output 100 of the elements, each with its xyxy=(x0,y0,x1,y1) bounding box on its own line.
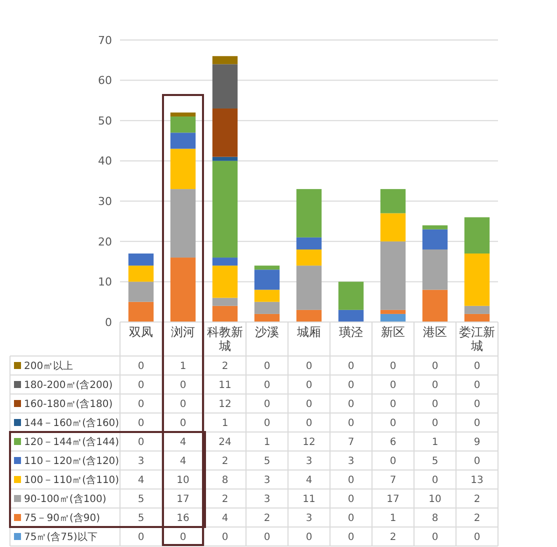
data-label: 1 xyxy=(432,437,438,448)
bar xyxy=(464,254,490,306)
bar xyxy=(212,64,238,108)
data-label: 0 xyxy=(138,361,144,372)
data-label: 0 xyxy=(180,399,186,410)
legend-label: 90-100㎡(含100) xyxy=(24,493,106,505)
bar xyxy=(296,266,322,310)
y-tick-label: 10 xyxy=(98,276,112,289)
y-tick-label: 50 xyxy=(98,114,112,128)
bar xyxy=(254,266,280,270)
data-label: 0 xyxy=(180,380,186,391)
data-label: 0 xyxy=(474,456,480,467)
data-label: 10 xyxy=(428,494,442,505)
data-label: 3 xyxy=(264,494,270,505)
data-label: 3 xyxy=(306,456,312,467)
legend-label: 120－144㎡(含144) xyxy=(24,436,120,448)
data-label: 0 xyxy=(348,475,354,486)
data-label: 1 xyxy=(264,437,270,448)
legend-label: 160-180㎡(含180) xyxy=(24,398,113,410)
legend-label: 110－120㎡(含120) xyxy=(24,455,120,467)
data-label: 1 xyxy=(180,361,186,372)
data-label: 17 xyxy=(176,494,190,505)
data-label: 0 xyxy=(348,361,354,372)
bar xyxy=(464,217,490,254)
data-label: 0 xyxy=(180,418,186,429)
data-label: 0 xyxy=(264,418,270,429)
data-label: 13 xyxy=(470,475,484,486)
data-label: 3 xyxy=(306,513,312,524)
y-tick-label: 70 xyxy=(98,34,112,47)
bar xyxy=(254,290,280,302)
data-label: 0 xyxy=(348,532,354,543)
data-label: 0 xyxy=(264,380,270,391)
bar xyxy=(170,112,196,117)
x-tick-label: 璜泾 xyxy=(339,325,363,339)
y-tick-label: 0 xyxy=(105,316,112,329)
data-label: 0 xyxy=(264,399,270,410)
bar xyxy=(380,213,406,242)
y-tick-label: 60 xyxy=(98,74,112,88)
data-label: 0 xyxy=(138,380,144,391)
data-label: 7 xyxy=(390,475,396,486)
data-label: 0 xyxy=(390,361,396,372)
data-label: 16 xyxy=(176,513,190,524)
bar xyxy=(212,160,238,258)
data-label: 0 xyxy=(138,418,144,429)
data-label: 0 xyxy=(348,494,354,505)
data-label: 8 xyxy=(432,513,438,524)
data-label: 11 xyxy=(302,494,316,505)
data-label: 6 xyxy=(390,437,396,448)
x-tick-label: 新区 xyxy=(381,325,405,339)
bar xyxy=(212,258,238,266)
bar xyxy=(128,254,154,266)
data-label: 4 xyxy=(306,475,312,486)
bar xyxy=(464,306,490,314)
bar xyxy=(170,258,196,322)
data-label: 0 xyxy=(390,456,396,467)
bar xyxy=(464,314,490,322)
y-tick-label: 30 xyxy=(98,194,112,208)
data-label: 3 xyxy=(264,475,270,486)
bar xyxy=(422,290,448,322)
data-label: 7 xyxy=(348,437,354,448)
bar xyxy=(296,249,322,266)
data-label: 1 xyxy=(222,418,228,429)
data-label: 0 xyxy=(390,380,396,391)
bar xyxy=(128,302,154,322)
bar xyxy=(170,148,196,190)
legend-label: 75㎡(含75)以下 xyxy=(24,531,98,543)
data-label: 0 xyxy=(348,399,354,410)
data-label: 5 xyxy=(264,456,270,467)
data-label: 4 xyxy=(180,456,186,467)
data-label: 0 xyxy=(180,532,186,543)
y-tick-label: 40 xyxy=(98,154,112,168)
bar xyxy=(170,132,196,149)
bar xyxy=(380,310,406,314)
bar xyxy=(380,314,406,322)
data-label: 2 xyxy=(222,456,228,467)
x-tick-label: 浏河 xyxy=(171,325,195,339)
bar xyxy=(254,302,280,314)
bar xyxy=(212,266,238,298)
data-label: 10 xyxy=(176,475,190,486)
data-label: 0 xyxy=(432,399,438,410)
bar xyxy=(422,249,448,290)
data-label: 0 xyxy=(474,399,480,410)
x-tick-label: 城厢 xyxy=(296,325,321,339)
data-label: 0 xyxy=(390,399,396,410)
data-label: 0 xyxy=(264,361,270,372)
data-label: 5 xyxy=(138,494,144,505)
data-label: 0 xyxy=(306,418,312,429)
x-tick-label: 科教新城 xyxy=(207,325,243,353)
data-label: 9 xyxy=(474,437,480,448)
data-label: 0 xyxy=(474,418,480,429)
data-label: 4 xyxy=(138,475,144,486)
bar xyxy=(128,266,154,282)
data-label: 2 xyxy=(264,513,270,524)
data-label: 0 xyxy=(390,418,396,429)
data-label: 12 xyxy=(218,399,232,410)
data-label: 0 xyxy=(138,437,144,448)
bar xyxy=(296,237,322,250)
data-label: 0 xyxy=(432,418,438,429)
bar xyxy=(338,282,364,310)
bar xyxy=(380,189,406,214)
